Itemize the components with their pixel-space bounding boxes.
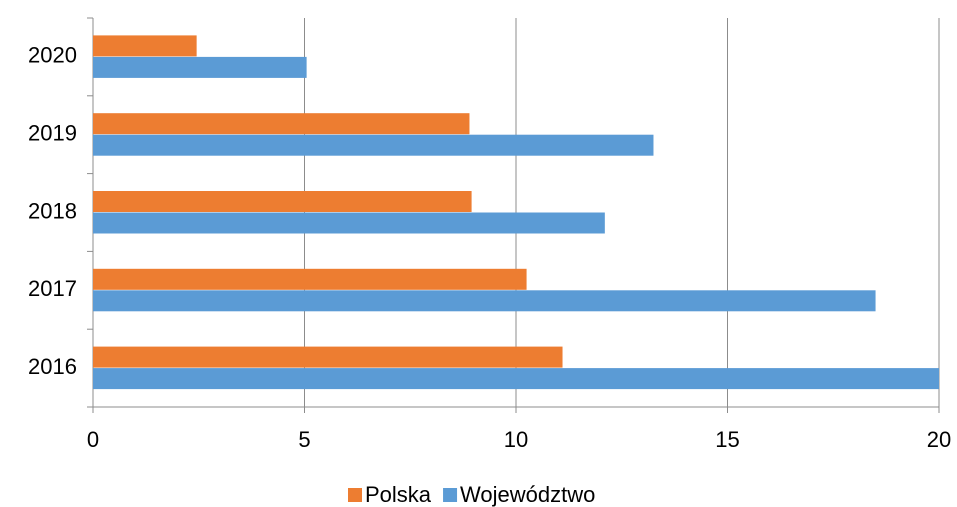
bar [93, 290, 876, 312]
y-tick-label: 2018 [28, 198, 77, 223]
bar [93, 368, 939, 390]
bar [93, 35, 197, 57]
bar [93, 268, 527, 290]
x-tick-label: 5 [298, 427, 310, 452]
x-tick-label: 0 [87, 427, 99, 452]
y-tick-label: 2019 [28, 121, 77, 146]
bar [93, 212, 605, 234]
x-tick-label: 15 [715, 427, 739, 452]
y-tick-label: 2017 [28, 276, 77, 301]
bar [93, 191, 472, 212]
y-tick-label: 2016 [28, 354, 77, 379]
bar [93, 134, 654, 156]
bar [93, 56, 307, 78]
bar [93, 113, 470, 135]
legend-swatch [348, 488, 362, 502]
y-tick-label: 2020 [28, 43, 77, 68]
legend-swatch [443, 488, 458, 502]
x-tick-label: 10 [504, 427, 528, 452]
legend-label: Polska [365, 482, 432, 507]
bar [93, 346, 563, 368]
x-tick-label: 20 [927, 427, 951, 452]
legend-label: Województwo [460, 482, 595, 507]
